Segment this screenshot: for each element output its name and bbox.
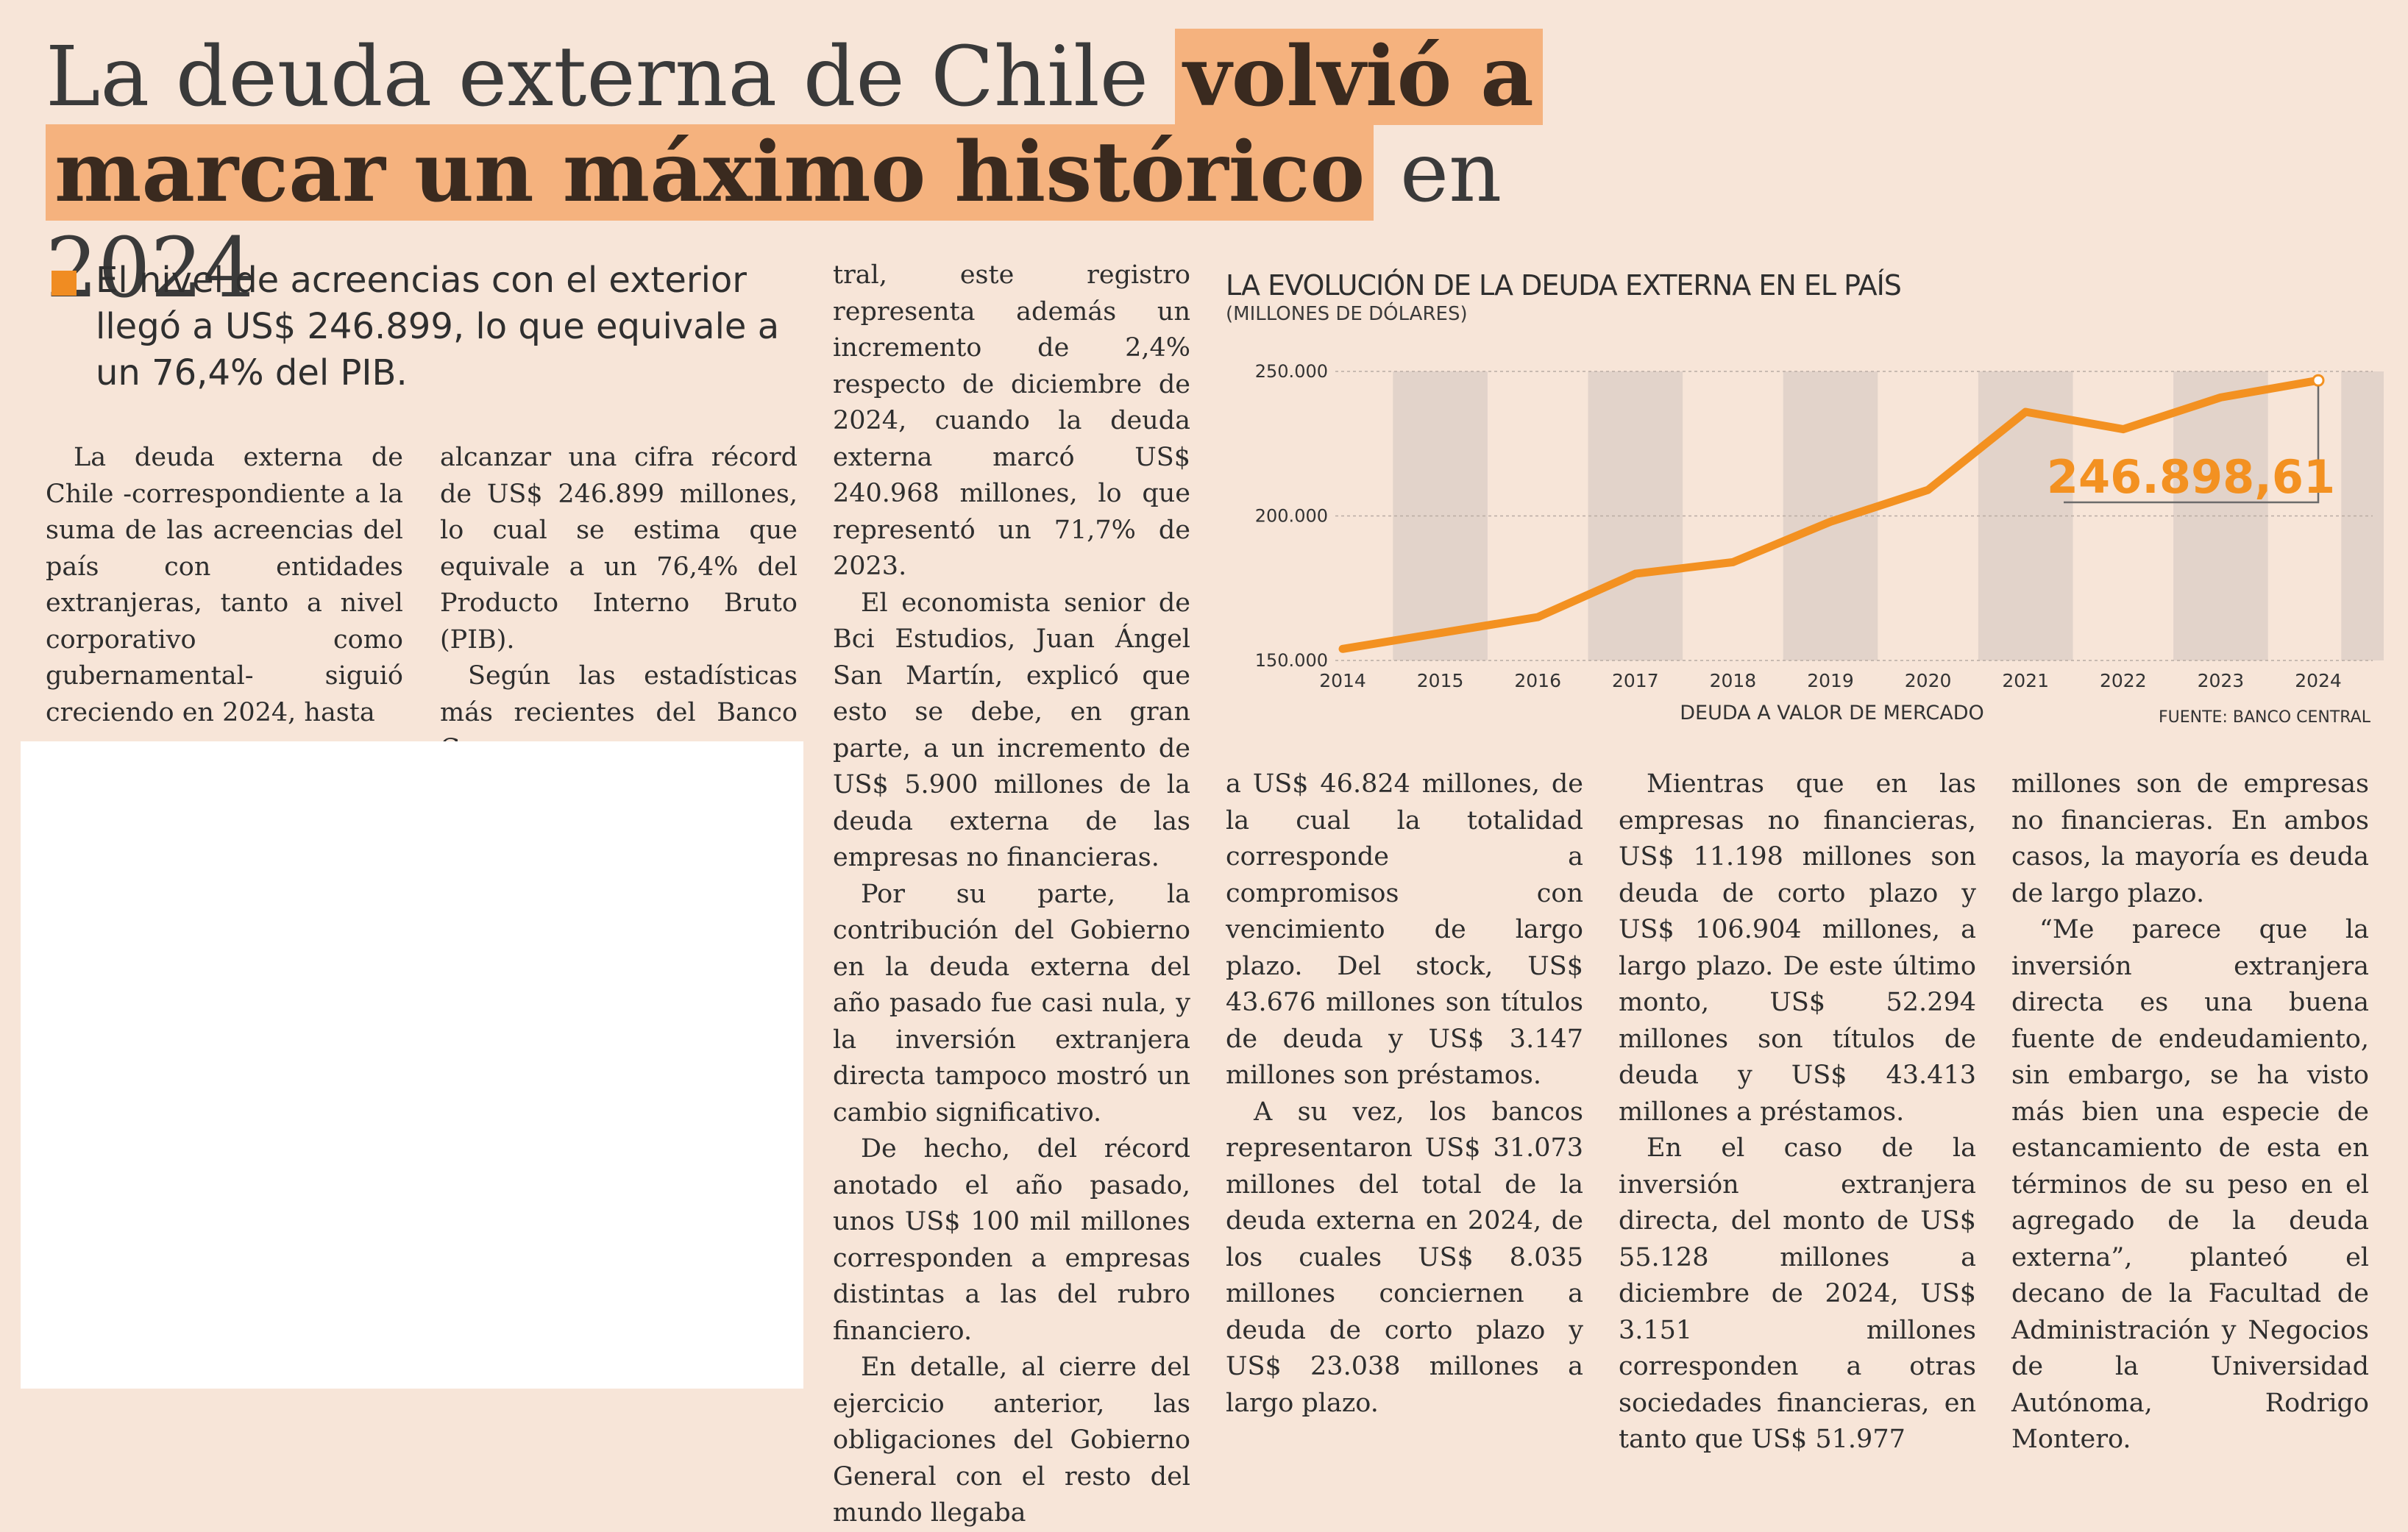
data-point [2120,426,2126,432]
paragraph: millones son de empresas no financieras.… [2011,769,2369,908]
x-tick-label: 2024 [2295,670,2342,691]
y-tick-label: 200.000 [1255,506,1328,527]
article-column-2: alcanzar una cifra récord de US$ 246.899… [440,440,798,768]
data-point [1925,487,1931,494]
paragraph: El economista senior de Bci Estudios, Ju… [833,588,1190,873]
x-tick-label: 2015 [1417,670,1464,691]
paragraph: De hecho, del récord anotado el año pasa… [833,1134,1190,1346]
chart-subtitle: (MILLONES DE DÓLARES) [1226,303,1468,325]
article-column-4: a US$ 46.824 millones, de la cual la tot… [1226,766,1583,1422]
paragraph: A su vez, los bancos representaron US$ 3… [1226,1097,1583,1418]
data-point [1437,630,1443,636]
x-axis-ticks: 2014 2015 2016 2017 2018 2019 2020 2021 2022 2023… [1319,670,2342,691]
annotation-bracket [2064,386,2320,504]
data-point-highlight [2312,374,2325,387]
x-tick-label: 2019 [1807,670,1854,691]
data-point [2217,394,2224,401]
x-tick-label: 2018 [1710,670,1757,691]
y-axis-ticks: 250.000 200.000 150.000 [1255,361,1328,671]
x-axis-label: DEUDA A VALOR DE MERCADO [1680,702,1984,724]
year-band [2341,371,2384,660]
article-column-6: millones son de empresas no financieras.… [2011,766,2369,1458]
data-point [1730,559,1736,566]
x-tick-label: 2020 [1905,670,1952,691]
paragraph: En detalle, al cierre del ejercicio ante… [833,1353,1190,1528]
x-tick-label: 2014 [1319,670,1366,691]
series-line [1338,374,2325,653]
headline-highlight-2: marcar un máximo histórico [46,124,1374,221]
lead-summary: El nivel de acreencias con el exterior l… [46,257,811,396]
article-column-3: tral, este registro representa además un… [833,257,1190,1532]
data-point [1632,571,1638,577]
y-tick-label: 150.000 [1255,650,1328,671]
x-tick-label: 2016 [1514,670,1561,691]
headline: La deuda externa de Chile volvió a marcar… [46,29,1591,316]
paragraph: a US$ 46.824 millones, de la cual la tot… [1226,769,1583,1090]
paragraph: Por su parte, la contribución del Gobier… [833,879,1190,1127]
paragraph: La deuda externa de Chile -correspondien… [46,443,403,727]
y-tick-label: 250.000 [1255,361,1328,382]
orange-square-icon [52,271,77,296]
paragraph: alcanzar una cifra récord de US$ 246.899… [440,443,798,655]
annotation-value: 246.898,61 [2047,450,2335,504]
article-column-5: Mientras que en las empresas no financie… [1619,766,1976,1458]
x-tick-label: 2022 [2100,670,2147,691]
headline-highlight-1: volvió a [1174,29,1543,125]
data-point [1828,519,1833,525]
value-annotation: 246.898,61 [2047,386,2335,504]
data-point [1340,646,1346,652]
chart-title: LA EVOLUCIÓN DE LA DEUDA EXTERNA EN EL P… [1226,269,1902,302]
data-point [2022,409,2029,416]
data-point [1535,614,1541,621]
article-column-1: La deuda externa de Chile -correspondien… [46,440,403,731]
paragraph: Mientras que en las empresas no financie… [1619,769,1976,1127]
x-tick-label: 2021 [2002,670,2049,691]
paragraph: “Me parece que la inversión extranjera d… [2011,915,2369,1454]
x-tick-label: 2023 [2198,670,2245,691]
paragraph: tral, este registro representa además un… [833,260,1190,581]
paragraph: En el caso de la inversión extranjera di… [1619,1133,1976,1454]
lead-text: El nivel de acreencias con el exterior l… [96,260,780,393]
x-tick-label: 2017 [1612,670,1659,691]
blank-area [21,741,803,1389]
headline-part2: en 2024 [46,125,1502,316]
chart-source: FUENTE: BANCO CENTRAL [2159,708,2371,727]
headline-part1: La deuda externa de Chile [46,29,1175,125]
